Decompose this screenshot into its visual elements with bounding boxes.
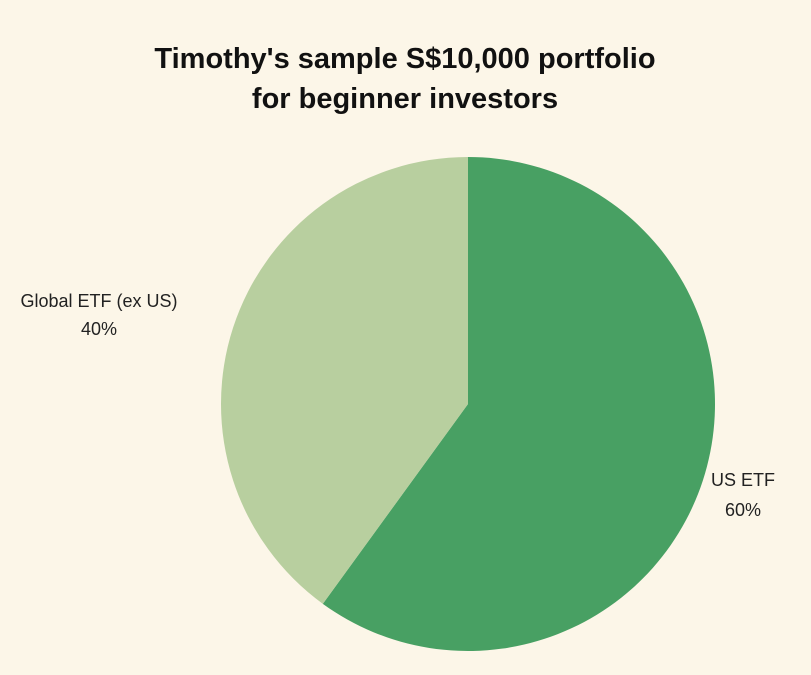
slice-label-us-etf: US ETF xyxy=(711,470,775,490)
pie-slice-us-etf xyxy=(322,157,715,651)
slice-label-global-etf: Global ETF (ex US) xyxy=(20,291,177,311)
chart-title-line-2: for beginner investors xyxy=(252,83,558,115)
slice-percent-global-etf: 40% xyxy=(81,319,117,339)
pie-slices xyxy=(220,157,715,651)
pie-slice-global-etf-ex-us xyxy=(220,157,468,604)
slice-percent-us-etf: 60% xyxy=(725,500,761,520)
chart-title-line-1: Timothy's sample S$10,000 portfolio xyxy=(154,43,655,75)
